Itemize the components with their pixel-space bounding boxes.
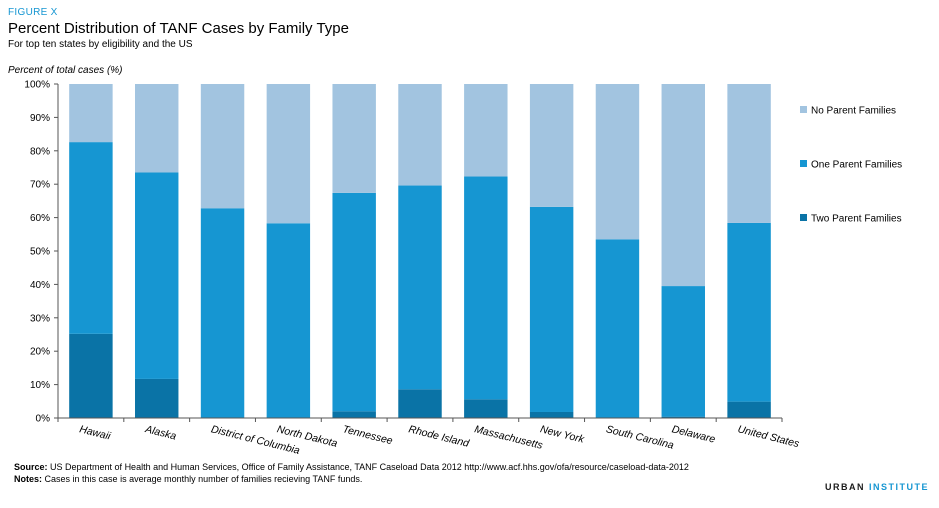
source-text: US Department of Health and Human Servic… <box>50 462 689 472</box>
y-tick-label: 70% <box>30 180 50 191</box>
notes-label: Notes: <box>14 474 43 484</box>
y-tick-label: 20% <box>30 347 50 358</box>
x-tick-label: Alaska <box>143 423 178 443</box>
legend-label: No Parent Families <box>811 106 896 117</box>
y-tick-label: 40% <box>30 280 50 291</box>
y-tick-label: 50% <box>30 247 50 258</box>
bar-segment <box>200 208 245 418</box>
legend-swatch <box>800 160 807 167</box>
brand-part1: URBAN <box>824 482 865 492</box>
bar-segment <box>332 192 376 412</box>
y-tick-label: 0% <box>36 414 51 425</box>
stacked-bar-chart: 0% 10% 20% 30% 40% 50% 60% 70% 80% 90% 100% Hawaii A… <box>24 80 902 457</box>
bar-segment <box>266 223 311 418</box>
chart-title: Percent Distribution of TANF Cases by Fa… <box>8 20 349 37</box>
bar-segment <box>135 378 179 418</box>
brand-part2: INSTITUTE <box>869 482 929 492</box>
x-tick-label: Rhode Island <box>407 423 471 450</box>
source-note: Source: US Department of Health and Huma… <box>14 462 689 472</box>
source-label: Source: <box>14 462 48 472</box>
bar-segment <box>332 84 376 193</box>
y-axis-label: Percent of total cases (%) <box>8 65 123 76</box>
bar-segment <box>135 172 179 379</box>
bar-segment <box>661 84 705 287</box>
urban-institute-logo: URBAN INSTITUTE <box>825 482 929 492</box>
x-tick-label: Delaware <box>671 423 717 445</box>
y-tick-label: 90% <box>30 113 50 124</box>
x-tick-label: Massachusetts <box>473 423 545 452</box>
legend-label: Two Parent Families <box>811 214 902 225</box>
bar-segment <box>529 84 574 207</box>
bar-segment <box>464 176 508 400</box>
bar-segment <box>266 84 311 224</box>
y-tick-label: 100% <box>24 80 50 91</box>
bar-segment <box>135 84 179 173</box>
x-tick-label: South Carolina <box>605 423 675 451</box>
bar-segment <box>69 333 113 418</box>
y-tick-label: 10% <box>30 380 50 391</box>
bar-segment <box>727 84 771 223</box>
notes-text: Cases in this case is average monthly nu… <box>44 474 363 484</box>
bar-segment <box>398 185 442 390</box>
bar-segment <box>595 84 640 240</box>
bar-segment <box>661 416 705 418</box>
bar-segment <box>332 411 376 418</box>
bar-segment <box>69 142 113 334</box>
x-tick-label: Hawaii <box>78 423 112 442</box>
legend-swatch <box>800 214 807 221</box>
bar-segment <box>464 399 508 418</box>
bar-segment <box>595 239 640 418</box>
x-tick-label: United States <box>736 423 801 450</box>
chart-subtitle: For top ten states by eligibility and th… <box>8 39 193 50</box>
bar-segment <box>398 84 442 186</box>
bar-segment <box>727 222 771 402</box>
bar-segment <box>529 411 574 418</box>
y-tick-label: 30% <box>30 313 50 324</box>
bar-segment <box>727 401 771 418</box>
bar-segment <box>398 389 442 418</box>
bar-segment <box>69 84 113 143</box>
y-tick-label: 80% <box>30 146 50 157</box>
bar-segment <box>464 84 508 177</box>
legend-label: One Parent Families <box>811 160 902 171</box>
bar-segment <box>661 286 705 417</box>
x-tick-label: Tennessee <box>341 423 394 447</box>
legend-swatch <box>800 106 807 113</box>
notes-note: Notes: Cases in this case is average mon… <box>14 474 362 484</box>
x-tick-label: New York <box>539 423 586 446</box>
bar-segment <box>200 84 245 209</box>
bar-segment <box>529 206 574 412</box>
y-tick-label: 60% <box>30 213 50 224</box>
figure-label: FIGURE X <box>8 7 58 18</box>
